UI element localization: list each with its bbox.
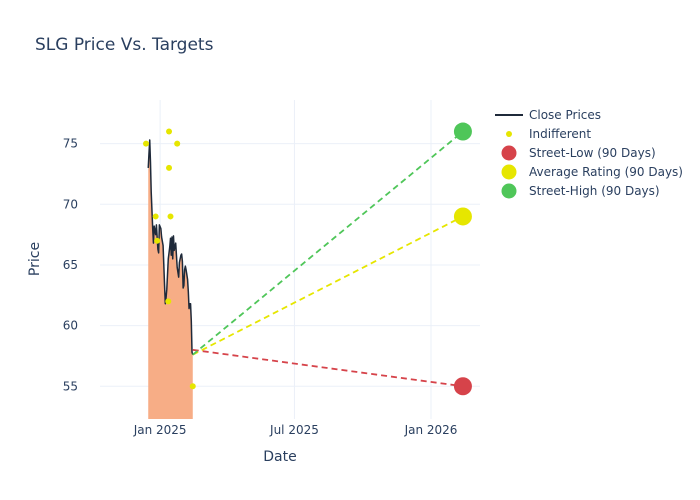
street-low-90-days-line	[192, 348, 464, 388]
street-high-90-days-line	[192, 130, 464, 356]
indifferent-marker	[189, 383, 196, 390]
x-axis-ticks: Jan 2025 Jul 2025 Jan 2026	[133, 423, 458, 437]
x-tick-label: Jul 2025	[269, 423, 319, 437]
legend-label-street-low-90-days: Street-Low (90 Days)	[529, 146, 656, 160]
indifferent-marker	[154, 237, 161, 244]
y-tick-label: 65	[63, 258, 78, 272]
close-price-fill	[148, 140, 193, 419]
average-rating-90-days-line	[192, 215, 464, 356]
indifferent-marker	[166, 128, 173, 135]
chart-title: SLG Price Vs. Targets	[35, 35, 214, 55]
street-high-90-days-marker	[453, 122, 472, 141]
target-lines	[192, 130, 464, 388]
y-tick-label: 75	[63, 137, 78, 151]
indifferent-marker	[152, 213, 159, 220]
y-tick-label: 70	[63, 197, 78, 211]
legend-label-average-rating-90-days: Average Rating (90 Days)	[529, 165, 683, 179]
x-tick-label: Jan 2026	[404, 423, 458, 437]
x-axis-title: Date	[263, 449, 296, 465]
close-price-line-layer	[147, 139, 194, 355]
legend-swatch-street-high-90-days	[501, 183, 517, 199]
legend-label-street-high-90-days: Street-High (90 Days)	[529, 184, 660, 198]
markers	[143, 122, 472, 396]
legend-swatch-street-low-90-days	[501, 145, 517, 161]
close-price-area	[148, 140, 193, 419]
indifferent-marker	[165, 298, 172, 305]
indifferent-marker	[167, 213, 174, 220]
y-tick-label: 55	[63, 379, 78, 393]
close-price-line	[147, 139, 194, 355]
y-tick-label: 60	[63, 319, 78, 333]
street-low-90-days-marker	[453, 377, 472, 396]
average-rating-90-days-marker	[453, 207, 472, 226]
y-axis-title: Price	[27, 242, 43, 276]
legend: Close Prices Indifferent Street-Low (90 Da…	[495, 108, 683, 199]
legend-label-close-prices: Close Prices	[529, 108, 601, 122]
x-tick-label: Jan 2025	[133, 423, 187, 437]
indifferent-marker	[174, 140, 181, 147]
indifferent-marker	[143, 140, 150, 147]
legend-swatch-indifferent	[506, 131, 512, 137]
legend-swatch-average-rating-90-days	[501, 164, 517, 180]
y-axis-ticks: 55 60 65 70 75	[63, 137, 78, 394]
legend-label-indifferent: Indifferent	[529, 127, 591, 141]
indifferent-marker	[166, 164, 173, 171]
